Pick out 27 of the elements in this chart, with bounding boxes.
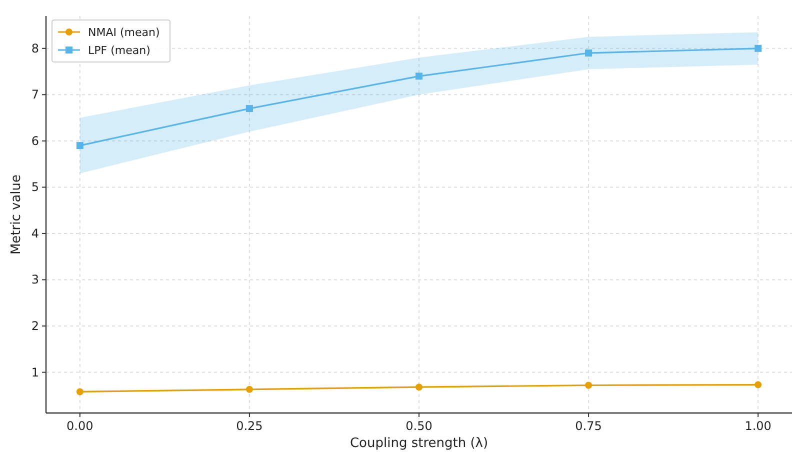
y-tick-label: 3 <box>31 272 39 287</box>
point <box>246 105 253 112</box>
point <box>76 142 84 150</box>
point <box>754 381 762 388</box>
y-tick-label: 4 <box>31 226 39 240</box>
point <box>585 50 592 57</box>
x-tick-label: 0.25 <box>236 419 263 433</box>
point <box>416 384 422 391</box>
point <box>246 386 253 393</box>
point <box>76 388 84 396</box>
y-tick-label: 5 <box>31 180 39 194</box>
y-axis-title: Metric value <box>9 174 24 255</box>
x-tick-label: 1.00 <box>744 419 772 433</box>
y-tick-label: 8 <box>31 41 39 56</box>
legend-label: NMAI (mean) <box>88 26 160 39</box>
point <box>754 44 762 52</box>
x-tick-label: 0.00 <box>66 419 94 433</box>
y-tick-label: 6 <box>31 134 39 148</box>
legend-label: LPF (mean) <box>88 44 150 57</box>
x-axis-title: Coupling strength (λ) <box>350 436 488 451</box>
point <box>416 72 422 80</box>
y-tick-label: 2 <box>31 319 39 334</box>
y-tick-label: 1 <box>31 365 39 380</box>
point <box>585 382 592 389</box>
x-tick-label: 0.50 <box>406 419 432 433</box>
x-tick-label: 0.75 <box>575 419 602 433</box>
y-tick-label: 7 <box>31 88 39 102</box>
